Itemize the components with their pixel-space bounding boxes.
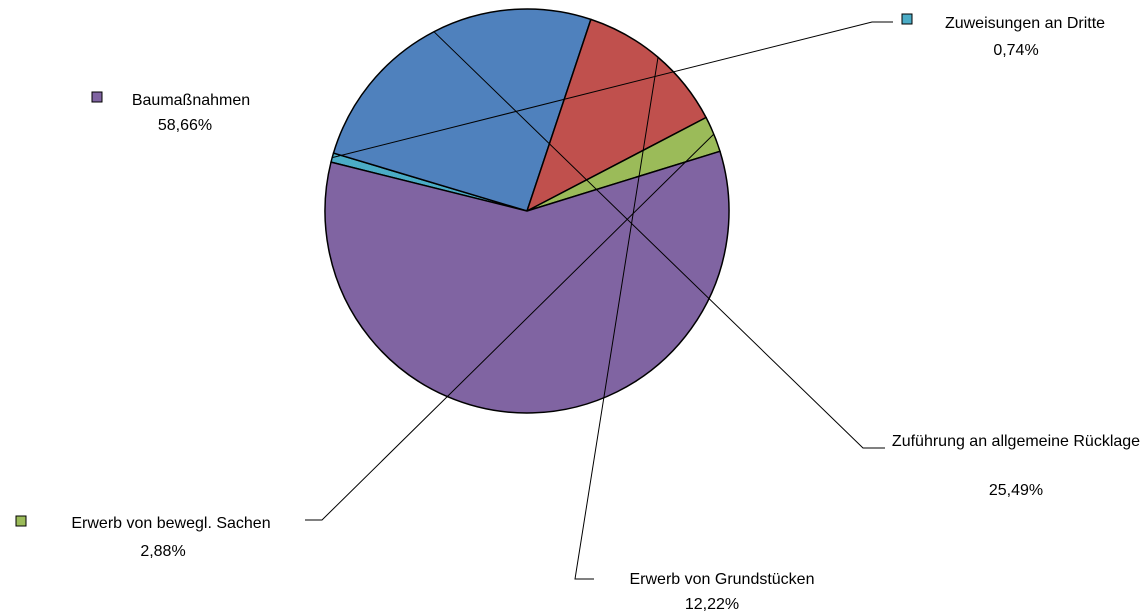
slice-value-zufuehrung: 25,49% — [989, 482, 1043, 499]
slice-label-zuweisungen: Zuweisungen an Dritte 0,74% — [901, 13, 1105, 59]
legend-swatch-zuweisungen — [901, 13, 913, 25]
slice-value-grundstuecke: 12,22% — [685, 596, 739, 613]
slice-label-bewegl-sachen: Erwerb von bewegl. Sachen 2,88% — [15, 515, 271, 560]
slice-name-baumassnahmen: Baumaßnahmen — [132, 92, 250, 109]
leader-line-bewegl-sachen — [305, 133, 715, 521]
slice-name-grundstuecke: Erwerb von Grundstücken — [630, 571, 815, 588]
leader-lines — [305, 21, 893, 580]
legend-swatch-bewegl-sachen — [15, 515, 27, 527]
leader-line-grundstuecke — [574, 57, 659, 580]
slice-baumassnahmen — [324, 150, 730, 414]
slice-name-bewegl-sachen: Erwerb von bewegl. Sachen — [71, 515, 270, 532]
slice-labels: Zuweisungen an Dritte 0,74% Zuführung an… — [15, 13, 1140, 613]
slice-label-baumassnahmen: Baumaßnahmen 58,66% — [91, 91, 250, 134]
leader-line-zuweisungen — [332, 21, 893, 159]
slice-name-zufuehrung: Zuführung an allgemeine Rücklage — [892, 433, 1140, 450]
slice-name-zuweisungen: Zuweisungen an Dritte — [945, 15, 1105, 32]
slice-value-zuweisungen: 0,74% — [993, 42, 1038, 59]
slice-label-grundstuecke: Erwerb von Grundstücken 12,22% — [630, 571, 815, 613]
legend-swatch-baumassnahmen — [91, 91, 103, 103]
pie-slices — [324, 8, 730, 414]
slice-value-baumassnahmen: 58,66% — [158, 117, 212, 134]
slice-label-zufuehrung: Zuführung an allgemeine Rücklage 25,49% — [892, 433, 1140, 499]
leader-line-zufuehrung — [433, 31, 885, 449]
slice-grundstuecke — [526, 18, 707, 212]
slice-value-bewegl-sachen: 2,88% — [140, 543, 185, 560]
